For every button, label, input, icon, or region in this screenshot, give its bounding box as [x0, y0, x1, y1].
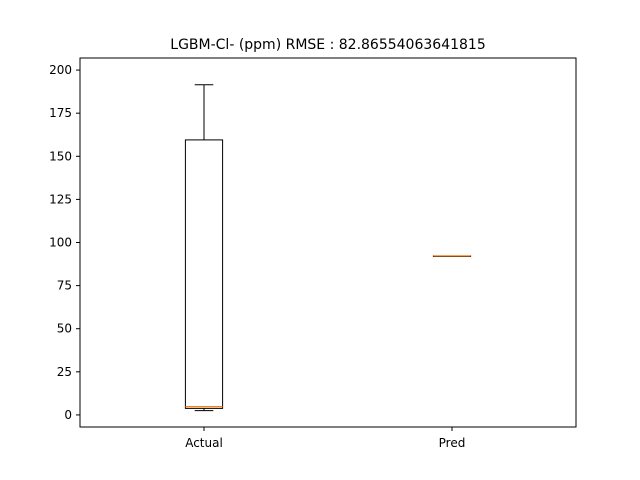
- iqr-box: [184, 139, 224, 409]
- chart-title: LGBM-Cl- (ppm) RMSE : 82.86554063641815: [170, 37, 485, 53]
- y-tick-label: 50: [57, 322, 72, 336]
- y-tick-label: 175: [49, 106, 72, 120]
- y-tick-label: 150: [49, 149, 72, 163]
- box-actual: [184, 84, 224, 412]
- y-tick-label: 0: [64, 408, 72, 422]
- y-tick-label: 25: [57, 365, 72, 379]
- x-tick-label: Actual: [185, 436, 223, 450]
- x-tick-label: Pred: [439, 436, 466, 450]
- y-axis: 0 25 50 75 100 125 150 175 200: [49, 63, 80, 422]
- y-tick-label: 100: [49, 236, 72, 250]
- y-tick-label: 125: [49, 192, 72, 206]
- y-tick-label: 200: [49, 63, 72, 77]
- x-axis: Actual Pred: [185, 427, 465, 450]
- boxes-group: [184, 84, 472, 412]
- y-tick-label: 75: [57, 279, 72, 293]
- plot-area-frame: [79, 57, 577, 428]
